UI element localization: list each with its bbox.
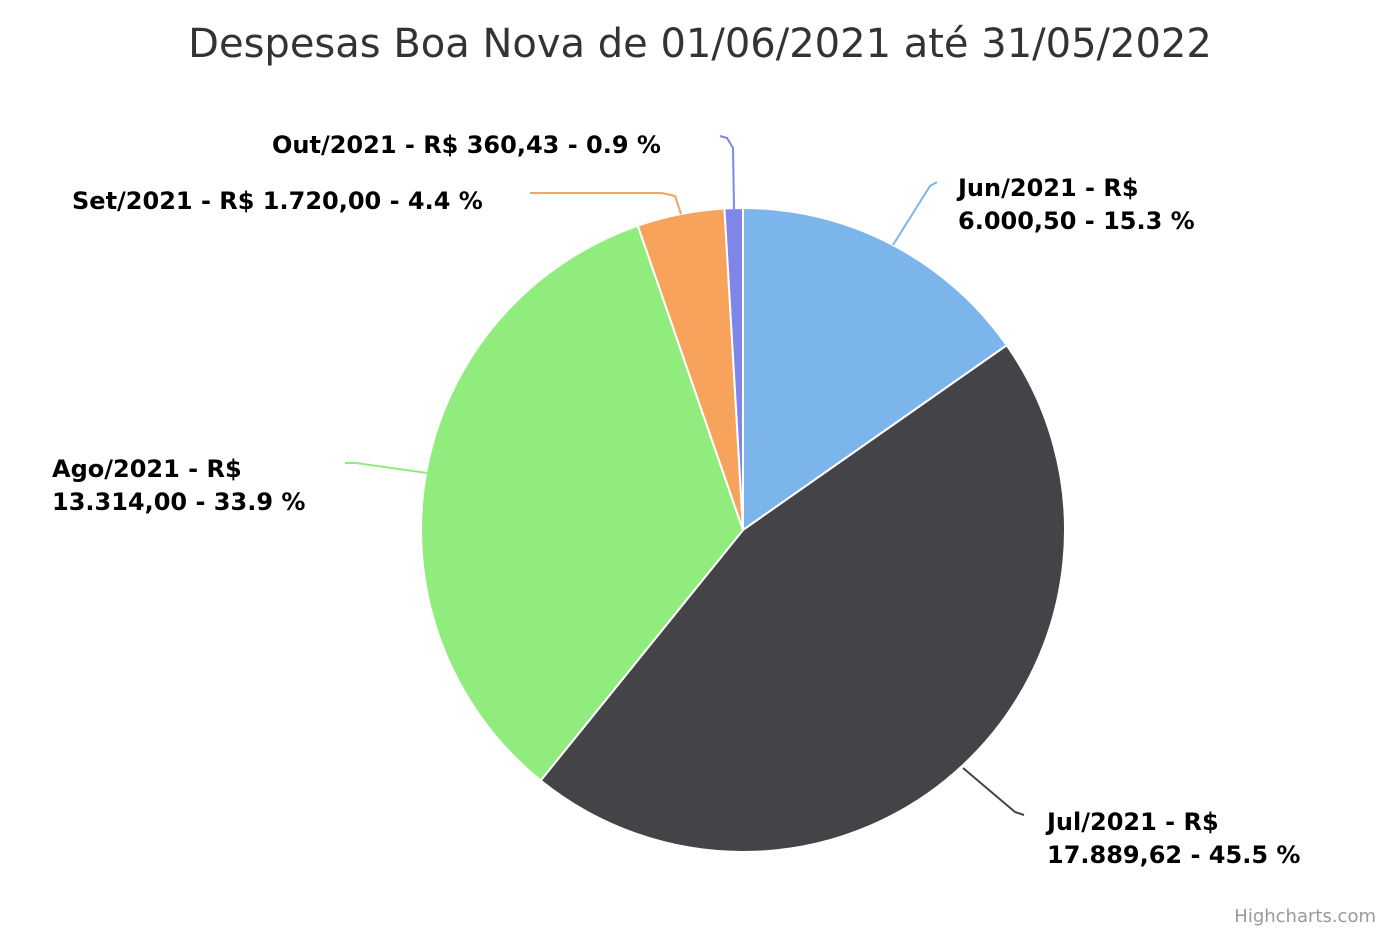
slice-label-out-2021: Out/2021 - R$ 360,43 - 0.9 % (272, 131, 661, 159)
pie-slice-jul-2021[interactable] (539, 344, 1066, 853)
pie-slices (420, 207, 1066, 853)
slice-label-jul-2021: Jul/2021 - R$ 17.889,62 - 45.5 % (1045, 808, 1300, 869)
pie-slice-ago-2021[interactable] (420, 224, 744, 782)
label-connectors (345, 135, 1025, 816)
slice-label-jun-2021: Jun/2021 - R$ 6.000,50 - 15.3 % (956, 174, 1195, 235)
slice-label-line: Ago/2021 - R$ (52, 455, 242, 483)
slice-label-line: Out/2021 - R$ 360,43 - 0.9 % (272, 131, 661, 159)
slice-label-ago-2021: Ago/2021 - R$ 13.314,00 - 33.9 % (52, 455, 305, 516)
connector-out-2021 (719, 135, 735, 210)
chart-title: Despesas Boa Nova de 01/06/2021 até 31/0… (188, 21, 1212, 67)
slice-label-line: Set/2021 - R$ 1.720,00 - 4.4 % (72, 187, 483, 215)
connector-jun-2021 (892, 181, 938, 246)
connector-set-2021 (530, 192, 682, 215)
slice-label-set-2021: Set/2021 - R$ 1.720,00 - 4.4 % (72, 187, 483, 215)
slice-label-line: 17.889,62 - 45.5 % (1047, 841, 1300, 869)
connector-ago-2021 (345, 462, 428, 474)
slice-label-line: 13.314,00 - 33.9 % (52, 488, 305, 516)
pie-slice-jun-2021[interactable] (742, 207, 1008, 531)
credits-link[interactable]: Highcharts.com (1234, 906, 1376, 927)
slice-label-line: 6.000,50 - 15.3 % (958, 207, 1195, 235)
slice-label-line: Jun/2021 - R$ (956, 174, 1139, 202)
slice-labels: Jun/2021 - R$ 6.000,50 - 15.3 % Jul/2021 -… (52, 131, 1300, 869)
connector-jul-2021 (962, 767, 1025, 816)
slice-label-line: Jul/2021 - R$ (1045, 808, 1219, 836)
